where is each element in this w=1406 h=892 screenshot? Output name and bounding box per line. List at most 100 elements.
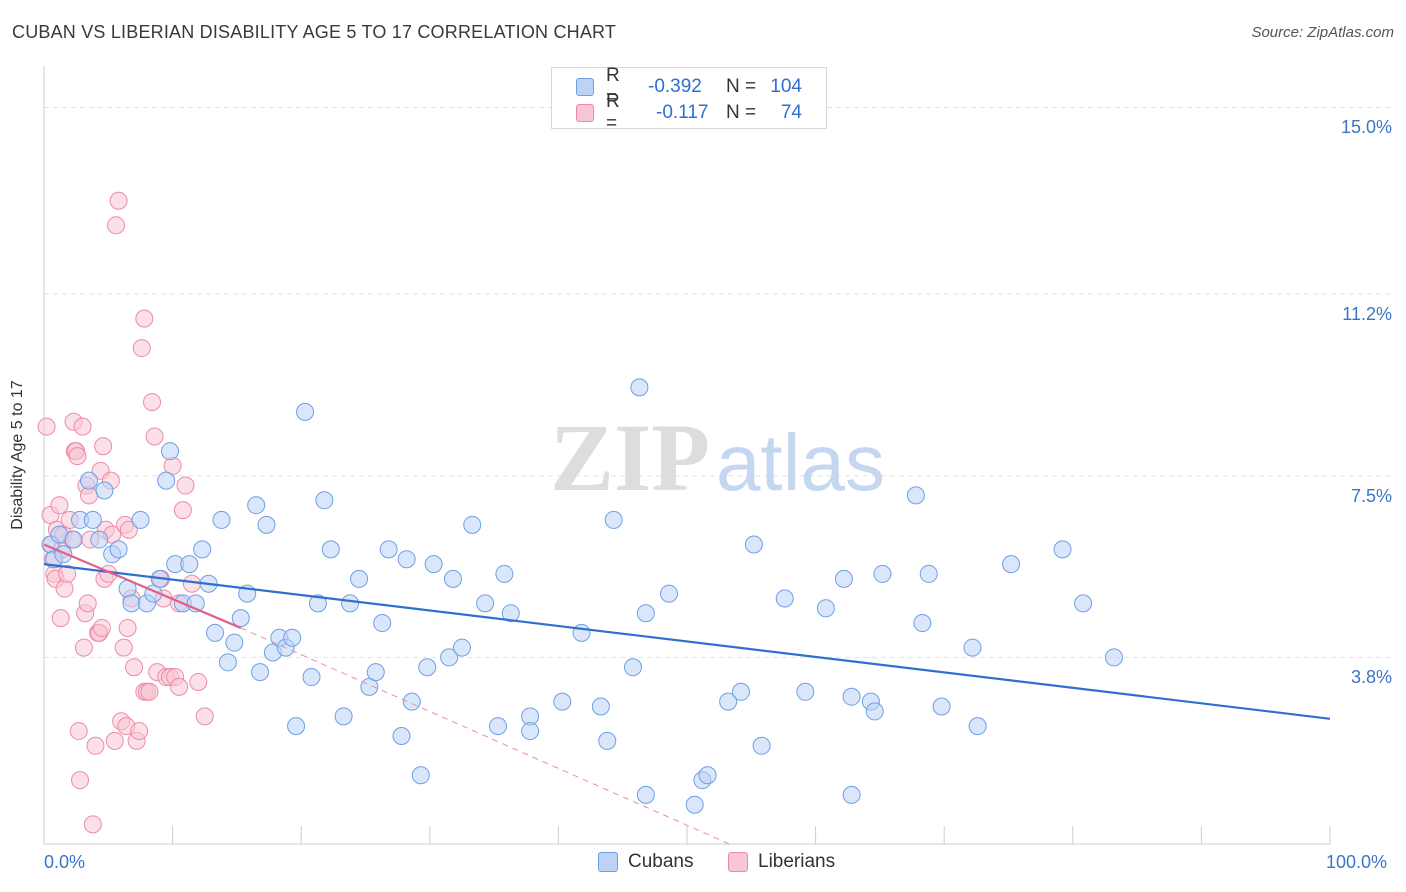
cuban-point (591, 697, 610, 716)
cuban-point (744, 535, 763, 554)
series-legend-cubans: Cubans (598, 851, 694, 873)
legend-r-label: R = (606, 65, 620, 108)
cuban-point (834, 569, 853, 588)
cuban-point (247, 496, 266, 515)
cuban-points (41, 378, 1123, 814)
chart-title: CUBAN VS LIBERIAN DISABILITY AGE 5 TO 17… (12, 22, 617, 42)
liberian-point (78, 594, 97, 613)
cuban-point (659, 584, 678, 603)
cuban-point (1053, 540, 1072, 559)
legend-row-cubans: R = -0.392 N = 104 (576, 65, 802, 108)
cuban-point (373, 614, 392, 633)
cuban-point (636, 785, 655, 804)
cuban-point (463, 515, 482, 534)
cuban-point (296, 402, 315, 421)
cuban-point (501, 604, 520, 623)
liberian-point (119, 520, 138, 539)
cuban-point (212, 510, 231, 529)
cuban-point (719, 692, 738, 711)
cuban-point (257, 515, 276, 534)
watermark-zip: ZIP (550, 404, 710, 511)
y-axis-label: Disability Age 5 to 17 (9, 380, 26, 530)
cuban-point (842, 785, 861, 804)
cuban-point (392, 726, 411, 745)
cuban-point (906, 486, 925, 505)
liberian-point (58, 564, 77, 583)
cuban-point (180, 555, 199, 574)
grid-lines (44, 106, 1392, 658)
legend-r-value: -0.392 (648, 76, 702, 97)
cuban-point (321, 540, 340, 559)
cuban-point (64, 530, 83, 549)
liberian-trend-extension (240, 627, 730, 845)
axes (43, 66, 1331, 845)
x-tick-label-min: 0.0% (44, 852, 86, 872)
cuban-point (968, 717, 987, 736)
cuban-point (623, 658, 642, 677)
cuban-point (80, 471, 99, 490)
liberian-point (182, 574, 201, 593)
cuban-point (796, 682, 815, 701)
cuban-point (251, 663, 270, 682)
cuban-point (109, 540, 128, 559)
x-tick-label-max: 100.0% (1326, 852, 1388, 872)
series-swatch-liberians (728, 852, 748, 872)
watermark: ZIP atlas (550, 404, 885, 511)
liberian-point (73, 417, 92, 436)
cuban-point (418, 658, 437, 677)
liberian-point (143, 393, 162, 412)
cuban-point (865, 702, 884, 721)
cuban-point (157, 471, 176, 490)
chart-source: Source: ZipAtlas.com (1251, 24, 1394, 41)
liberian-point (140, 682, 159, 701)
cuban-trend-line (43, 563, 1331, 720)
cuban-point (334, 707, 353, 726)
liberian-point (50, 496, 69, 515)
liberian-point (83, 815, 102, 834)
cuban-point (287, 717, 306, 736)
liberian-point (105, 731, 124, 750)
liberian-trend-line (43, 543, 242, 629)
liberian-point (114, 638, 133, 657)
cuban-point (775, 589, 794, 608)
legend-swatch-cubans (576, 78, 594, 96)
cuban-point (873, 564, 892, 583)
series-legend-liberians: Liberians (728, 851, 835, 873)
liberian-point (125, 658, 144, 677)
cuban-point (488, 717, 507, 736)
legend-swatch-liberians (576, 104, 594, 122)
cuban-point (630, 378, 649, 397)
cuban-point (476, 594, 495, 613)
cuban-point (495, 564, 514, 583)
cuban-point (122, 594, 141, 613)
cuban-point (913, 614, 932, 633)
cuban-point (283, 628, 302, 647)
y-tick-label: 15.0% (1340, 117, 1392, 138)
cuban-point (1104, 648, 1123, 667)
series-legend: Cubans Liberians (0, 851, 1406, 877)
cuban-point (752, 736, 771, 755)
cuban-point (397, 550, 416, 569)
cuban-point (90, 530, 109, 549)
liberian-point (69, 722, 88, 741)
liberian-point (55, 579, 74, 598)
cuban-point (440, 648, 459, 667)
cuban-point (206, 623, 225, 642)
legend-r-label: R = (606, 91, 620, 134)
cuban-point (161, 442, 180, 461)
cuban-point (83, 510, 102, 529)
liberian-point (51, 609, 70, 628)
trend-lines (43, 543, 1331, 845)
cuban-point (411, 766, 430, 785)
cuban-point (598, 731, 617, 750)
liberian-point (92, 618, 111, 637)
legend-row-liberians: R = -0.117 N = 74 (576, 91, 802, 134)
cuban-point (308, 594, 327, 613)
y-tick-label: 11.2% (1342, 304, 1392, 325)
cuban-point (131, 510, 150, 529)
cuban-point (95, 481, 114, 500)
cuban-point (231, 609, 250, 628)
liberian-point (130, 722, 149, 741)
liberian-point (86, 736, 105, 755)
